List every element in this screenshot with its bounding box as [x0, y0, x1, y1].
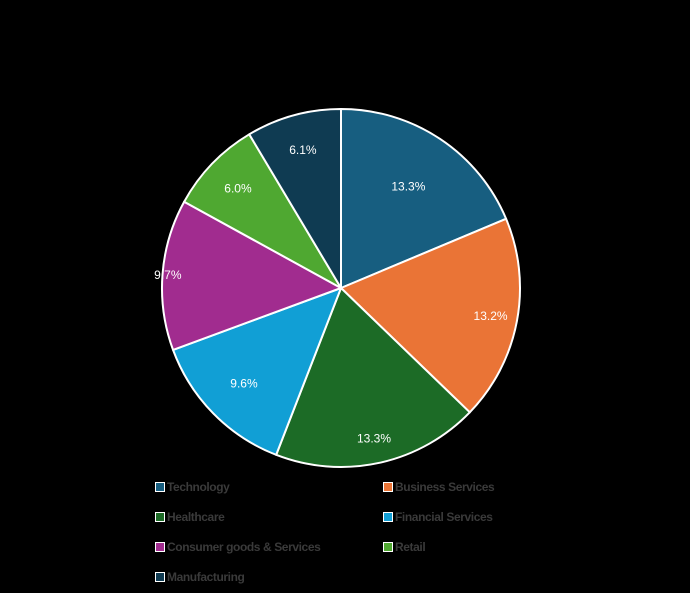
legend-swatch-icon	[155, 542, 165, 552]
legend-item-consumer-goods: Consumer goods & Services	[155, 539, 321, 555]
legend-label: Retail	[395, 540, 426, 554]
legend-label: Manufacturing	[167, 570, 245, 584]
slice-value-label: 6.1%	[289, 143, 317, 157]
slice-value-label: 13.3%	[357, 431, 391, 445]
legend-item-manufacturing: Manufacturing	[155, 569, 245, 585]
legend-label: Consumer goods & Services	[167, 540, 321, 554]
pie-slice-manufacturing	[248, 108, 342, 289]
pie-labels: 13.3% 13.2% 13.3% 9.6% 9.7% 6.0% 6.1%	[154, 143, 508, 445]
legend-item-financial-services: Financial Services	[383, 509, 493, 525]
pie-slice-consumer-goods-services	[161, 200, 342, 351]
slice-value-label: 13.3%	[391, 180, 425, 194]
slice-value-label: 13.2%	[474, 309, 508, 323]
pie-slice-financial-services	[172, 287, 342, 456]
legend-item-healthcare: Healthcare	[155, 509, 225, 525]
legend-item-retail: Retail	[383, 539, 426, 555]
legend-swatch-icon	[155, 572, 165, 582]
slice-value-label: 9.7%	[154, 268, 182, 282]
legend-item-technology: Technology	[155, 479, 230, 495]
slice-value-label: 6.0%	[224, 182, 252, 196]
legend-swatch-icon	[383, 512, 393, 522]
pie-slices	[161, 108, 521, 468]
legend-swatch-icon	[155, 512, 165, 522]
legend-swatch-icon	[383, 482, 393, 492]
pie-slice-technology	[340, 108, 508, 289]
legend-label: Healthcare	[167, 510, 225, 524]
pie-slice-business-services	[340, 217, 521, 414]
legend-item-business-services: Business Services	[383, 479, 495, 495]
legend-swatch-icon	[383, 542, 393, 552]
slice-value-label: 9.6%	[230, 376, 258, 390]
legend-label: Financial Services	[395, 510, 493, 524]
pie-slice-retail	[183, 133, 342, 289]
legend-label: Business Services	[395, 480, 495, 494]
legend-label: Technology	[167, 480, 230, 494]
legend-swatch-icon	[155, 482, 165, 492]
